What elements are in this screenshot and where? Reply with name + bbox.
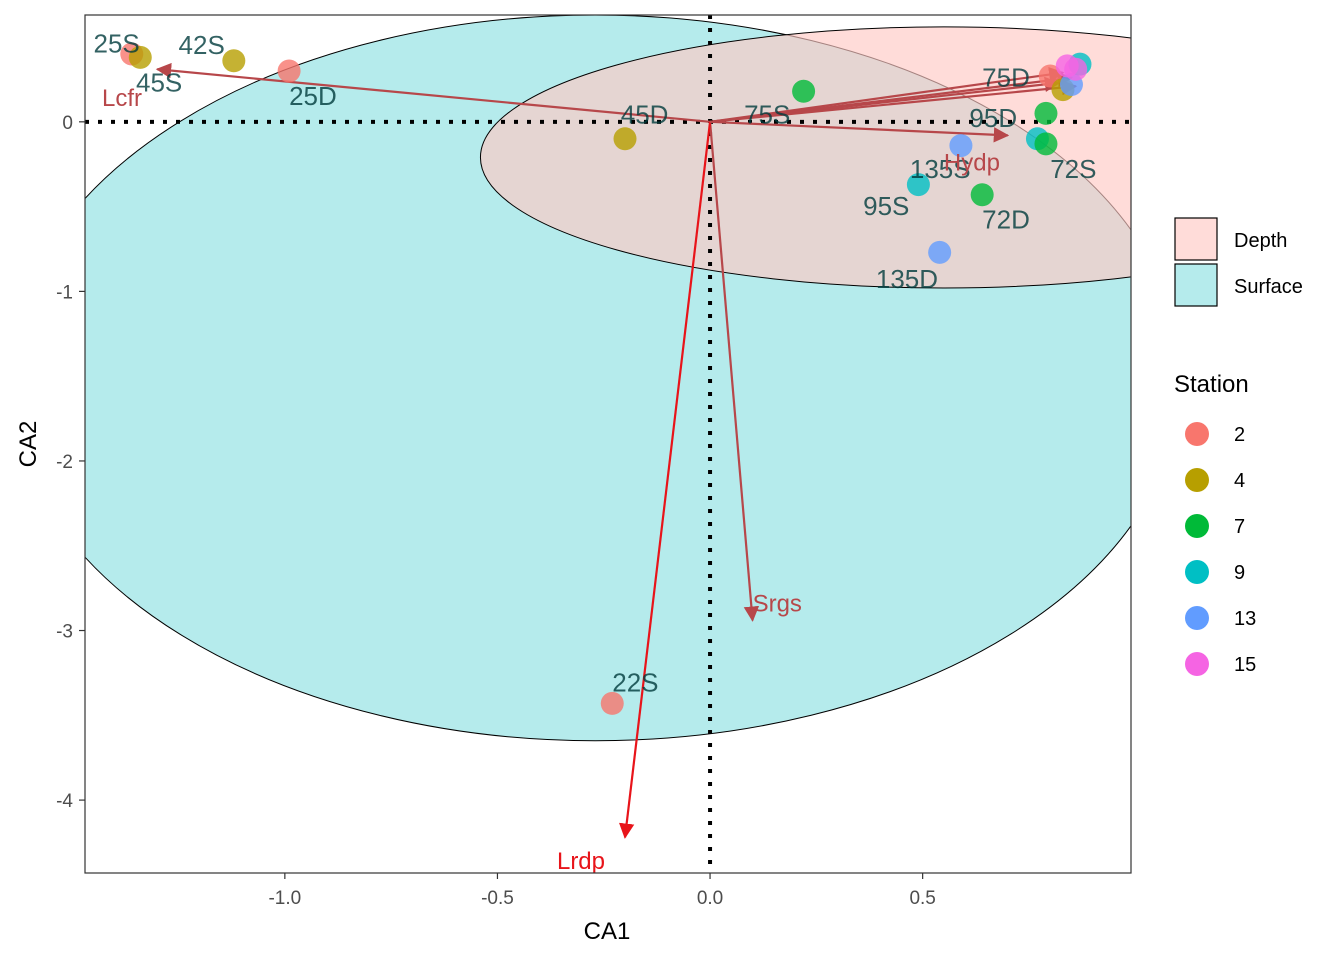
panel-border xyxy=(84,14,1132,874)
ellipse-layer xyxy=(85,15,1131,742)
x-axis-title: CA1 xyxy=(584,918,631,945)
arrow-srgs xyxy=(708,121,760,622)
station-legend-label: 13 xyxy=(1234,608,1256,630)
x-tick-label: 0.0 xyxy=(697,888,723,909)
reference-lines xyxy=(85,15,1131,873)
fill-legend-key-depth xyxy=(1174,217,1218,261)
point-label: 135D xyxy=(876,264,938,294)
station-legend-key-7 xyxy=(1185,514,1209,538)
station-legend-key-15 xyxy=(1185,652,1209,676)
point-label: 25D xyxy=(289,81,337,111)
point-station-2 xyxy=(600,691,624,715)
x-tick-label: -0.5 xyxy=(481,888,514,909)
point-station-7 xyxy=(970,183,994,207)
point-label: 72S xyxy=(1050,154,1096,184)
point-station-7 xyxy=(1034,101,1058,125)
point-station-7 xyxy=(792,79,816,103)
point-layer xyxy=(120,42,1092,715)
arrow-label-lrdp: Lrdp xyxy=(557,848,605,875)
station-legend-key-13 xyxy=(1185,606,1209,630)
x-tick-label: -1.0 xyxy=(268,888,301,909)
x-axis: -1.0 -0.5 0.0 0.5 xyxy=(268,873,936,909)
point-station-9 xyxy=(906,173,930,197)
station-legend-label: 15 xyxy=(1234,654,1256,676)
point-station-7 xyxy=(1034,132,1058,156)
y-tick-label: -3 xyxy=(56,622,73,643)
x-tick-label: 0.5 xyxy=(909,888,935,909)
point-label: 45S xyxy=(136,67,182,97)
arrow-hydp xyxy=(709,120,1010,143)
y-tick-label: -4 xyxy=(56,791,73,812)
station-legend-key-2 xyxy=(1185,422,1209,446)
point-station-15 xyxy=(1064,57,1088,81)
y-axis: -4 -3 -2 -1 0 xyxy=(56,113,85,812)
arrow-label-srgs: Srgs xyxy=(753,590,802,617)
point-station-13 xyxy=(928,240,952,264)
point-station-4 xyxy=(222,49,246,73)
arrow-unlabeled-7 xyxy=(709,79,1078,123)
arrow-layer xyxy=(155,62,1078,839)
fill-legend-key-surface xyxy=(1174,263,1218,307)
plot-panel: 25S 42S 45S 25D 45D 75S 75D 95D 135S 72S 95S 72D 135… xyxy=(85,15,1131,875)
fill-legend-label: Depth xyxy=(1234,230,1287,252)
y-tick-label: 0 xyxy=(62,113,73,134)
point-station-2 xyxy=(277,59,301,83)
arrow-lcfr xyxy=(155,62,711,123)
station-legend-label: 9 xyxy=(1234,562,1245,584)
point-label: 75S xyxy=(744,100,790,130)
arrow-label-hydp: Hydp xyxy=(944,150,1000,177)
point-label-layer: 25S 42S 45S 25D 45D 75S 75D 95D 135S 72S 95S 72D 135… xyxy=(94,28,1097,875)
station-legend-key-9 xyxy=(1185,560,1209,584)
fill-legend: Depth Surface xyxy=(1174,217,1303,307)
point-label: 25S xyxy=(94,28,140,58)
point-label: 95S xyxy=(863,191,909,221)
point-station-4 xyxy=(128,45,152,69)
station-legend-key-4 xyxy=(1185,468,1209,492)
point-station-13 xyxy=(949,134,973,158)
point-label: 45D xyxy=(621,100,669,130)
point-label: 72D xyxy=(982,205,1030,235)
point-label: 135S xyxy=(910,154,971,184)
y-tick-label: -2 xyxy=(56,452,73,473)
y-tick-label: -1 xyxy=(56,282,73,303)
point-station-4 xyxy=(613,127,637,151)
station-legend-label: 2 xyxy=(1234,424,1245,446)
station-legend-label: 7 xyxy=(1234,516,1245,538)
point-label: 95D xyxy=(969,103,1017,133)
y-axis-title: CA2 xyxy=(15,421,42,468)
point-label: 42S xyxy=(179,30,225,60)
arrow-lrdp xyxy=(618,121,712,839)
fill-legend-label: Surface xyxy=(1234,276,1303,298)
arrow-label-lcfr: Lcfr xyxy=(102,85,142,112)
station-legend-label: 4 xyxy=(1234,470,1245,492)
station-legend-title: Station xyxy=(1174,371,1249,398)
point-label: 22S xyxy=(612,668,658,698)
station-legend: Station 2 4 7 9 13 15 xyxy=(1174,371,1256,676)
point-label: 75D xyxy=(982,62,1030,92)
